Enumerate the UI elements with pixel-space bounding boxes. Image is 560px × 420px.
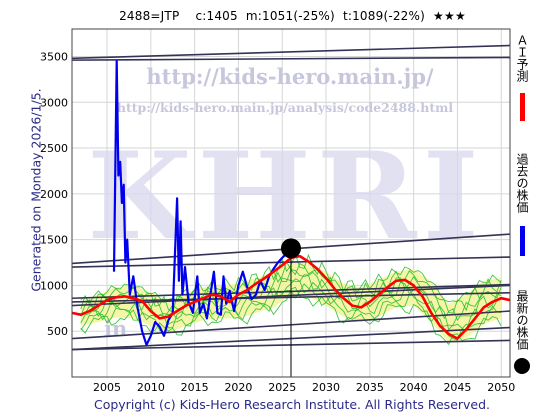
x-tick-2050: 2050 [487, 381, 515, 394]
y-tick-1500: 1500 [40, 234, 68, 247]
x-tick-2045: 2045 [443, 381, 471, 394]
header-stars: ★★★ [433, 9, 466, 23]
legend-ai-label: ＡＩ予測 [515, 34, 529, 82]
x-tick-2015: 2015 [181, 381, 209, 394]
axis-ticks: 2005 2010 2015 2020 2025 2030 2035 2040 2045 2050… [40, 50, 515, 394]
generated-date: Generated on Monday 2026/1/5. [28, 88, 44, 292]
legend-latest-label: 最新の株価 [515, 290, 529, 350]
y-tick-1000: 1000 [40, 279, 68, 292]
y-tick-500: 500 [47, 325, 68, 338]
legend-latest-dot [514, 358, 530, 374]
header-code: 2488=JTP [119, 9, 180, 23]
legend-past-swatch [520, 226, 525, 256]
header-m: m:1051(-25%) [245, 9, 335, 23]
latest-price-dot [281, 238, 301, 259]
y-tick-2500: 2500 [40, 142, 68, 155]
watermark-url-big: http://kids-hero.main.jp/ [146, 64, 434, 89]
chart-header: 2488=JTP c:1405 m:1051(-25%) t:1089(-22%… [75, 9, 510, 23]
x-tick-2020: 2020 [224, 381, 252, 394]
past-series-line [112, 60, 292, 346]
y-tick-3500: 3500 [40, 50, 68, 63]
x-tick-2025: 2025 [268, 381, 296, 394]
generated-date-container: Generated on Monday 2026/1/5. [26, 40, 46, 340]
x-tick-2005: 2005 [93, 381, 121, 394]
x-tick-2030: 2030 [312, 381, 340, 394]
prediction-band [80, 262, 502, 343]
x-tick-2035: 2035 [356, 381, 384, 394]
latest-marker [281, 238, 301, 377]
x-tick-2040: 2040 [400, 381, 428, 394]
legend-ai-swatch [520, 93, 525, 121]
y-tick-3000: 3000 [40, 96, 68, 109]
x-tick-2010: 2010 [137, 381, 165, 394]
plot-frame [71, 28, 511, 378]
header-current: c:1405 [195, 9, 238, 23]
prediction-band-area [80, 262, 502, 343]
legend-past-label: 過去の株価 [515, 153, 529, 213]
trend-line-0 [71, 44, 511, 60]
watermark-url-small: http://kids-hero.main.jp/analysis/code24… [117, 100, 453, 115]
header-t: t:1089(-22%) [342, 9, 426, 23]
y-tick-2000: 2000 [40, 188, 68, 201]
trend-line-1 [71, 56, 511, 61]
copyright-footer: Copyright (c) Kids-Hero Research Institu… [93, 397, 491, 412]
